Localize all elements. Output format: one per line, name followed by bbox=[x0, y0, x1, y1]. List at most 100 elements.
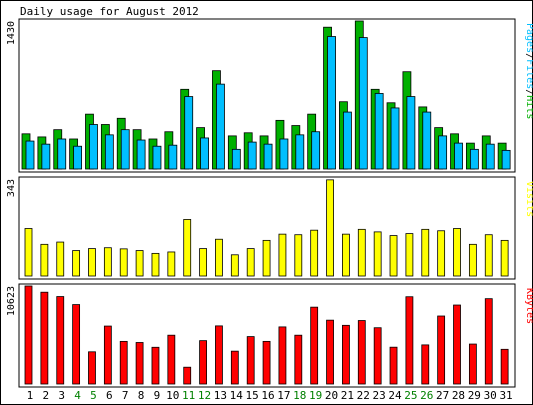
pages-bar bbox=[200, 137, 209, 170]
axis-title-part: KBytes bbox=[524, 288, 533, 324]
pages-bar bbox=[104, 134, 114, 170]
x-tick-label: 28 bbox=[452, 389, 465, 402]
x-axis-labels: 1 2 3 4 5 6 7 8 9 10 11 12 13 14 15 16 17 18 19 20 21 22 23 24 2… bbox=[27, 389, 513, 402]
kbytes-bar bbox=[373, 327, 382, 385]
pages-bar bbox=[279, 138, 289, 170]
visits-bar bbox=[215, 238, 223, 277]
pages-bar bbox=[390, 107, 400, 170]
x-tick-label: 5 bbox=[90, 389, 97, 402]
x-tick-label: 26 bbox=[420, 389, 433, 402]
visits-bar bbox=[278, 233, 287, 277]
kbytes-bar bbox=[183, 366, 192, 385]
kbytes-bar bbox=[167, 334, 176, 385]
x-tick-label: 12 bbox=[198, 389, 211, 402]
daily-visits-frame bbox=[18, 176, 516, 280]
kbytes-bar bbox=[88, 351, 96, 385]
pages-bar bbox=[73, 145, 83, 170]
pages-bar bbox=[89, 124, 98, 170]
x-tick-label: 23 bbox=[372, 389, 385, 402]
kbytes-bar bbox=[199, 340, 207, 385]
kbytes-bar bbox=[151, 346, 160, 385]
visits-bar bbox=[357, 228, 366, 277]
visits-bar bbox=[183, 219, 192, 277]
kbytes-bar bbox=[421, 344, 430, 385]
pages-bar bbox=[41, 143, 51, 170]
x-tick-label: 27 bbox=[436, 389, 449, 402]
x-tick-label: 21 bbox=[341, 389, 354, 402]
x-tick-label: 24 bbox=[388, 389, 402, 402]
visits-bar bbox=[40, 243, 49, 277]
visits-bar bbox=[405, 233, 414, 277]
pages-bar bbox=[168, 144, 178, 170]
pages-bar bbox=[454, 142, 463, 170]
daily-hits-files-pages-frame bbox=[18, 18, 516, 173]
kbytes-bar bbox=[405, 296, 414, 385]
kbytes-bar bbox=[40, 291, 49, 385]
visits-bar bbox=[230, 254, 239, 277]
kbytes-bar bbox=[215, 325, 223, 385]
visits-bar bbox=[135, 250, 144, 277]
kbytes-bar bbox=[437, 315, 446, 385]
pages-bar bbox=[136, 139, 146, 170]
kbytes-bar bbox=[500, 348, 509, 385]
x-tick-label: 29 bbox=[468, 389, 481, 402]
pages-bar bbox=[295, 134, 305, 170]
x-tick-label: 1 bbox=[27, 389, 34, 402]
kbytes-bar bbox=[278, 326, 287, 385]
x-tick-label: 19 bbox=[309, 389, 322, 402]
x-tick-label: 15 bbox=[246, 389, 259, 402]
axis-title-part: / bbox=[524, 89, 533, 95]
x-tick-label: 16 bbox=[261, 389, 274, 402]
pages-bar bbox=[469, 148, 479, 170]
daily-hits-files-pages-axis-title: Pages/Files/Hits bbox=[524, 23, 533, 119]
pages-bar bbox=[358, 37, 368, 170]
x-tick-label: 11 bbox=[182, 389, 195, 402]
visits-bar bbox=[294, 234, 303, 277]
visits-bar bbox=[389, 235, 398, 277]
kbytes-bar bbox=[468, 343, 477, 385]
pages-bar bbox=[501, 149, 511, 170]
pages-bar bbox=[57, 138, 67, 170]
x-tick-label: 30 bbox=[484, 389, 497, 402]
daily-kbytes-ymax-label: 10623 bbox=[6, 286, 17, 316]
visits-bar bbox=[72, 250, 81, 277]
axis-title-part: / bbox=[524, 53, 533, 59]
x-tick-label: 3 bbox=[58, 389, 65, 402]
visits-bar bbox=[484, 234, 493, 277]
x-tick-label: 17 bbox=[277, 389, 290, 402]
kbytes-bar bbox=[326, 319, 334, 385]
daily-kbytes-panel: 10623 KBytes bbox=[6, 283, 533, 388]
pages-bar bbox=[438, 135, 448, 170]
kbytes-bar bbox=[294, 334, 303, 385]
x-tick-label: 7 bbox=[122, 389, 129, 402]
kbytes-bar bbox=[310, 306, 319, 385]
axis-title-part: Pages bbox=[524, 23, 533, 53]
x-tick-label: 20 bbox=[325, 389, 338, 402]
kbytes-bar bbox=[119, 340, 128, 385]
x-tick-label: 9 bbox=[154, 389, 161, 402]
visits-bar bbox=[453, 228, 461, 277]
x-tick-label: 13 bbox=[214, 389, 227, 402]
x-tick-label: 31 bbox=[499, 389, 512, 402]
pages-bar bbox=[25, 140, 35, 170]
daily-hits-files-pages-ymax-label: 1430 bbox=[6, 21, 17, 45]
kbytes-bar bbox=[72, 304, 81, 385]
daily-hits-files-pages-panel: 1430 Pages/Files/Hits bbox=[6, 18, 533, 173]
visits-bar bbox=[167, 251, 176, 277]
kbytes-bar bbox=[357, 320, 366, 385]
daily-kbytes-frame bbox=[18, 283, 516, 388]
visits-bar bbox=[24, 228, 33, 277]
x-tick-label: 2 bbox=[42, 389, 49, 402]
kbytes-bar bbox=[342, 324, 350, 385]
visits-bar bbox=[468, 243, 477, 277]
x-tick-label: 4 bbox=[74, 389, 81, 402]
visits-bar bbox=[88, 248, 96, 277]
pages-bar bbox=[422, 111, 432, 170]
x-tick-label: 18 bbox=[293, 389, 306, 402]
x-tick-label: 22 bbox=[357, 389, 370, 402]
visits-bar bbox=[103, 247, 112, 277]
visits-bar bbox=[151, 252, 160, 277]
x-tick-label: 6 bbox=[106, 389, 113, 402]
visits-bar bbox=[421, 228, 430, 277]
